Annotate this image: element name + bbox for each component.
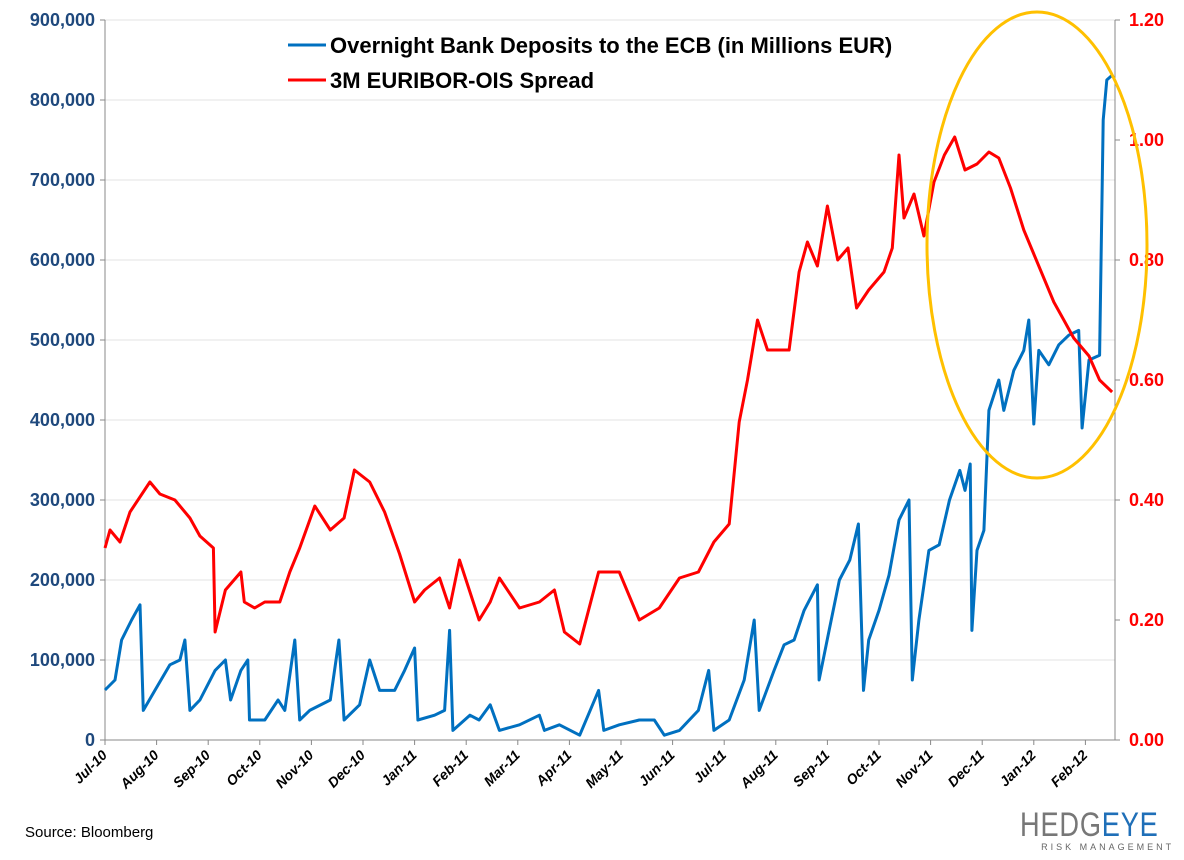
left-tick-label: 600,000 bbox=[30, 250, 95, 270]
source-note: Source: Bloomberg bbox=[25, 824, 154, 841]
x-tick-label: Jun-11 bbox=[635, 747, 678, 790]
left-tick-label: 900,000 bbox=[30, 10, 95, 30]
left-tick-label: 400,000 bbox=[30, 410, 95, 430]
left-tick-label: 800,000 bbox=[30, 90, 95, 110]
axes bbox=[100, 19, 1120, 745]
series-line-spread bbox=[103, 135, 1114, 646]
x-tick-label: Aug-11 bbox=[736, 747, 781, 792]
left-tick-label: 700,000 bbox=[30, 170, 95, 190]
x-tick-label: Sep-11 bbox=[789, 747, 832, 790]
x-tick-label: Sep-10 bbox=[170, 747, 214, 791]
legend: Overnight Bank Deposits to the ECB (in M… bbox=[288, 33, 892, 93]
left-tick-label: 300,000 bbox=[30, 490, 95, 510]
right-tick-label: 0.00 bbox=[1129, 730, 1164, 750]
x-tick-label: Nov-10 bbox=[272, 747, 316, 791]
legend-label-spread: 3M EURIBOR-OIS Spread bbox=[330, 68, 594, 93]
left-tick-label: 200,000 bbox=[30, 570, 95, 590]
x-tick-label: Oct-11 bbox=[843, 747, 885, 789]
x-tick-label: Feb-11 bbox=[429, 747, 472, 790]
legend-label-deposits: Overnight Bank Deposits to the ECB (in M… bbox=[330, 33, 892, 58]
left-tick-label: 500,000 bbox=[30, 330, 95, 350]
x-tick-label: May-11 bbox=[582, 747, 626, 791]
series-line-deposits bbox=[103, 74, 1114, 737]
x-tick-label: Oct-10 bbox=[223, 747, 265, 789]
hedgeye-logo: HEDGEYE RISK MANAGEMENT bbox=[1020, 808, 1184, 852]
logo-sub: RISK MANAGEMENT bbox=[1041, 842, 1175, 852]
x-tick-label: Jul-11 bbox=[690, 747, 729, 786]
x-tick-label: Aug-10 bbox=[116, 747, 162, 793]
x-tick-label: Dec-10 bbox=[324, 747, 368, 791]
highlight-ellipse bbox=[925, 10, 1149, 480]
x-tick-label: Jul-10 bbox=[70, 747, 110, 787]
right-tick-label: 0.20 bbox=[1129, 610, 1164, 630]
right-tick-label: 0.40 bbox=[1129, 490, 1164, 510]
gridlines bbox=[105, 19, 1115, 661]
right-axis-tick-labels: 0.000.200.400.600.801.001.20 bbox=[1129, 10, 1164, 750]
series-lines bbox=[103, 74, 1114, 737]
x-tick-label: Mar-11 bbox=[480, 747, 523, 790]
right-tick-label: 0.60 bbox=[1129, 370, 1164, 390]
x-tick-label: Jan-12 bbox=[996, 747, 1039, 790]
left-tick-label: 100,000 bbox=[30, 650, 95, 670]
x-axis-tick-labels: Jul-10 Aug-10 Sep-10 Oct-10 Nov-10 Dec-10 Jan-… bbox=[70, 747, 1090, 793]
x-tick-label: Jan-11 bbox=[378, 747, 420, 789]
x-tick-label: Nov-11 bbox=[892, 747, 936, 791]
left-axis-tick-labels: 0 100,000 200,000 300,000 400,000 500,000 600,… bbox=[30, 10, 95, 750]
right-tick-label: 1.20 bbox=[1129, 10, 1164, 30]
logo-main: HEDGEYE bbox=[1020, 806, 1159, 844]
left-tick-label: 0 bbox=[85, 730, 95, 750]
x-tick-label: Apr-11 bbox=[532, 747, 575, 790]
x-tick-label: Feb-12 bbox=[1047, 747, 1090, 790]
x-tick-label: Dec-11 bbox=[944, 747, 987, 790]
